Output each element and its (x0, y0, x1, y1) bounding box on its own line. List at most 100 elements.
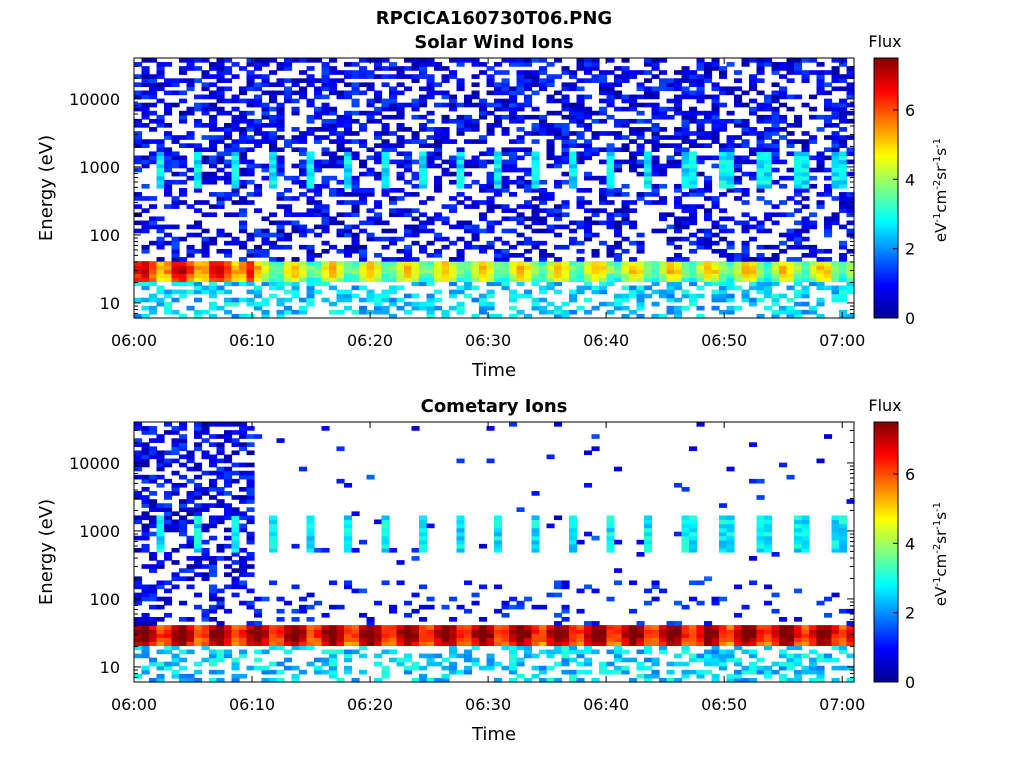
heatmap-cell (681, 110, 690, 116)
heatmap-cell (156, 462, 165, 468)
heatmap-cell (171, 442, 180, 447)
heatmap-cell (606, 183, 615, 189)
heatmap-cell (711, 625, 720, 630)
heatmap-cell (846, 86, 855, 92)
heatmap-cell (194, 491, 203, 496)
heatmap-cell (726, 143, 735, 148)
heatmap-cell (269, 543, 278, 549)
heatmap-cell (621, 641, 630, 647)
heatmap-cell (674, 94, 683, 100)
heatmap-cell (479, 163, 488, 169)
heatmap-cell (201, 657, 210, 663)
heatmap-cell (539, 58, 548, 63)
heatmap-cell (209, 301, 218, 307)
heatmap-cell (389, 188, 398, 193)
heatmap-cell (381, 102, 390, 108)
heatmap-cell (711, 123, 720, 128)
heatmap-cell (741, 629, 750, 634)
heatmap-cell (344, 629, 353, 634)
heatmap-cell (396, 560, 405, 565)
heatmap-cell (381, 515, 390, 521)
heatmap-cell (156, 82, 165, 88)
heatmap-cell (824, 106, 833, 112)
heatmap-cell (786, 62, 795, 67)
heatmap-cell (239, 487, 248, 492)
heatmap-cell (839, 253, 848, 258)
heatmap-cell (194, 281, 203, 287)
heatmap-cell (509, 94, 518, 100)
heatmap-cell (621, 135, 630, 140)
heatmap-cell (149, 309, 158, 315)
heatmap-cell (831, 641, 840, 647)
heatmap-cell (171, 135, 180, 140)
heatmap-cell (381, 547, 390, 553)
heatmap-cell (381, 289, 390, 295)
heatmap-cell (396, 135, 405, 140)
heatmap-cell (621, 143, 630, 148)
heatmap-cell (509, 604, 518, 610)
heatmap-cometary (134, 422, 855, 683)
heatmap-cell (726, 240, 735, 246)
heatmap-cell (674, 273, 683, 278)
heatmap-cell (569, 519, 578, 525)
heatmap-cell (194, 155, 203, 161)
heatmap-cell (509, 151, 518, 157)
heatmap-cell (464, 139, 473, 144)
heatmap-cell (269, 163, 278, 169)
heatmap-cell (689, 163, 698, 169)
figure-title: RPCICA160730T06.PNG (376, 8, 612, 29)
heatmap-cell (464, 171, 473, 177)
heatmap-cell (614, 269, 623, 274)
heatmap-cell (321, 661, 330, 667)
heatmap-cell (659, 86, 668, 92)
heatmap-cell (801, 188, 810, 193)
heatmap-cell (831, 285, 840, 291)
heatmap-cell (786, 661, 795, 667)
heatmap-cell (516, 74, 525, 79)
heatmap-cell (801, 216, 810, 222)
heatmap-cell (704, 118, 713, 124)
heatmap-cell (599, 118, 608, 124)
heatmap-cell (209, 90, 218, 96)
heatmap-cell (231, 301, 240, 307)
heatmap-cell (734, 641, 743, 647)
heatmap-cell (134, 265, 143, 270)
heatmap-cell (501, 277, 510, 283)
heatmap-cell (261, 139, 270, 144)
heatmap-cell (456, 220, 465, 226)
heatmap-cell (216, 248, 225, 254)
heatmap-cell (351, 511, 360, 517)
heatmap-cell (786, 313, 795, 319)
heatmap-cell (156, 543, 165, 549)
heatmap-cell (764, 265, 773, 270)
heatmap-cell (224, 301, 233, 307)
heatmap-cell (216, 98, 225, 104)
heatmap-cell (194, 309, 203, 315)
heatmap-cell (494, 515, 503, 521)
heatmap-cell (411, 135, 420, 140)
heatmap-cell (201, 507, 210, 512)
heatmap-cell (314, 94, 323, 100)
heatmap-cell (831, 665, 840, 671)
heatmap-cell (756, 131, 765, 136)
heatmap-cell (771, 293, 780, 299)
heatmap-cell (479, 62, 488, 67)
heatmap-cell (216, 86, 225, 92)
heatmap-cell (726, 293, 735, 299)
heatmap-cell (749, 556, 758, 561)
heatmap-cell (621, 297, 630, 303)
heatmap-cell (554, 74, 563, 79)
heatmap-cell (561, 661, 570, 667)
heatmap-cell (284, 98, 293, 104)
heatmap-cell (419, 248, 428, 254)
heatmap-cell (786, 257, 795, 262)
heatmap-cell (531, 535, 540, 541)
heatmap-cell (344, 175, 353, 181)
heatmap-cell (591, 289, 600, 295)
heatmap-cell (741, 90, 750, 96)
heatmap-cell (134, 261, 143, 266)
heatmap-cell (434, 637, 443, 642)
heatmap-cell (254, 86, 263, 92)
heatmap-cell (141, 139, 150, 144)
heatmap-cell (621, 147, 630, 153)
